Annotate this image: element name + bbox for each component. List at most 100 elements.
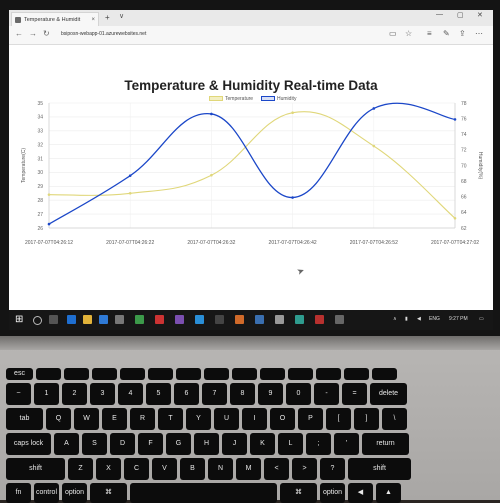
key-e: E [102,408,127,430]
key-tab: tab [6,408,43,430]
key-⌘: ⌘ [280,483,317,503]
key-t: T [158,408,183,430]
y2-tick-label: 68 [461,179,467,185]
tab-bar: Temperature & Humidit × + ∨ — ▢ ✕ [9,10,493,26]
y-tick-label: 27 [37,212,43,218]
tab-close-icon[interactable]: × [91,17,95,23]
key-▲: ▲ [376,483,401,503]
data-point-humidity [372,107,376,110]
taskbar-app-icon[interactable] [275,315,284,324]
browser-window: Temperature & Humidit × + ∨ — ▢ ✕ ← → ↻ … [9,10,493,330]
taskbar-app-icon[interactable] [295,315,304,324]
taskbar-app-icon[interactable] [155,315,164,324]
refresh-icon[interactable]: ↻ [43,29,50,38]
close-window-icon[interactable]: ✕ [477,12,483,19]
key-;: ; [306,433,331,455]
windows-taskbar: ⊞ ∧ ▮ ◀ ENG 9:27 PM ▭ [9,310,493,330]
taskbar-app-icon[interactable] [115,315,124,324]
key-\: \ [382,408,407,430]
y2-tick-label: 62 [461,226,467,232]
taskbar-app-icon[interactable] [255,315,264,324]
store-icon[interactable] [99,315,108,324]
taskbar-app-icon[interactable] [235,315,244,324]
taskbar-app-icon[interactable] [175,315,184,324]
url-field[interactable]: bsiposn-webapp-01.azurewebsites.net [61,31,147,37]
reading-view-icon[interactable]: ▭ [389,29,397,38]
key-n: N [208,458,233,480]
key->: > [292,458,317,480]
y2-tick-label: 66 [461,195,467,201]
data-point-temperature [291,111,294,115]
maximize-icon[interactable]: ▢ [457,12,464,19]
key-9: 9 [258,383,283,405]
task-view-icon[interactable] [49,315,58,324]
network-icon[interactable]: ▮ [405,316,408,322]
key-1: 1 [34,383,59,405]
tab-temperature-humidity[interactable]: Temperature & Humidit × [11,12,99,26]
key-control: control [34,483,59,503]
taskbar-app-icon[interactable] [135,315,144,324]
y-tick-label: 33 [37,129,43,135]
back-arrow-icon[interactable]: ← [15,29,23,38]
web-note-icon[interactable]: ✎ [443,29,450,38]
key-k: K [250,433,275,455]
keyboard-key [288,368,313,380]
tray-chevron-icon[interactable]: ∧ [393,316,397,322]
keyboard-key [36,368,61,380]
key-m: M [236,458,261,480]
series-line-humidity [48,102,456,225]
y-tick-label: 34 [37,115,43,121]
key-shift: shift [348,458,411,480]
legend-item-temperature[interactable]: Temperature [209,96,253,102]
y-tick-label: 31 [37,156,43,162]
legend-item-humidity[interactable]: Humidity [261,96,296,102]
key-~: ~ [6,383,31,405]
data-point-temperature [453,216,457,220]
y-tick-label: 29 [37,184,43,190]
forward-arrow-icon[interactable]: → [29,29,37,38]
key-[: [ [326,408,351,430]
page-favicon-icon [15,17,21,23]
search-icon[interactable] [33,316,42,325]
data-point-humidity [453,118,457,121]
x-tick-label: 2017-07-07T04:26:12 [25,240,73,246]
legend-label-humidity: Humidity [277,96,297,102]
key-a: A [54,433,79,455]
key-p: P [298,408,323,430]
taskbar-app-icon[interactable] [335,315,344,324]
taskbar-app-icon[interactable] [215,315,224,324]
taskbar-app-icon[interactable] [315,315,324,324]
y2-tick-label: 78 [461,101,467,107]
key-d: D [110,433,135,455]
share-icon[interactable]: ⇪ [459,29,466,38]
key-s: S [82,433,107,455]
taskbar-app-icon[interactable] [195,315,204,324]
keyboard-key [204,368,229,380]
data-point-temperature [210,173,213,177]
key-x: X [96,458,121,480]
key--: - [314,383,339,405]
y-axis-title: Temperature(C) [21,148,27,183]
minimize-icon[interactable]: — [436,11,443,18]
new-tab-button[interactable]: + [105,13,110,22]
more-menu-icon[interactable]: ⋯ [475,29,483,38]
hub-icon[interactable]: ≡ [427,29,432,38]
address-bar: ← → ↻ bsiposn-webapp-01.azurewebsites.ne… [9,26,493,45]
key-b: B [180,458,205,480]
key-8: 8 [230,383,255,405]
tab-title: Temperature & Humidit [24,17,81,23]
key-q: Q [46,408,71,430]
key-h: H [194,433,219,455]
volume-icon[interactable]: ◀ [417,316,421,322]
tab-menu-chevron-icon[interactable]: ∨ [119,13,125,20]
favorite-star-icon[interactable]: ☆ [405,29,413,38]
start-windows-icon[interactable]: ⊞ [15,314,24,325]
clock[interactable]: 9:27 PM [449,316,468,322]
file-explorer-icon[interactable] [83,315,92,324]
notifications-icon[interactable]: ▭ [479,316,484,322]
key-i: I [242,408,267,430]
y2-tick-label: 70 [461,163,467,169]
keyboard-key [92,368,117,380]
edge-browser-icon[interactable] [67,315,76,324]
language-indicator[interactable]: ENG [429,316,440,322]
